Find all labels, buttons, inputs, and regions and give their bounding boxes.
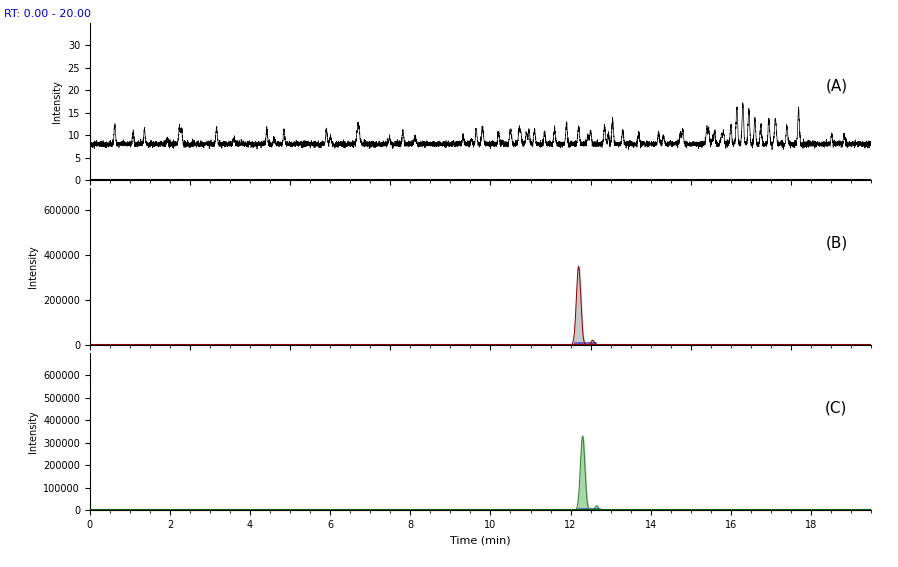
Text: RT: 0.00 - 20.00: RT: 0.00 - 20.00 <box>4 9 92 19</box>
X-axis label: Time (min): Time (min) <box>450 536 511 545</box>
Text: (A): (A) <box>825 78 848 93</box>
Bar <box>574 342 595 345</box>
Y-axis label: Intensity: Intensity <box>52 80 62 122</box>
Bar <box>577 507 600 510</box>
Text: (B): (B) <box>825 235 848 251</box>
Y-axis label: Intensity: Intensity <box>28 411 38 453</box>
Text: (C): (C) <box>825 400 848 416</box>
Y-axis label: Intensity: Intensity <box>28 245 38 288</box>
